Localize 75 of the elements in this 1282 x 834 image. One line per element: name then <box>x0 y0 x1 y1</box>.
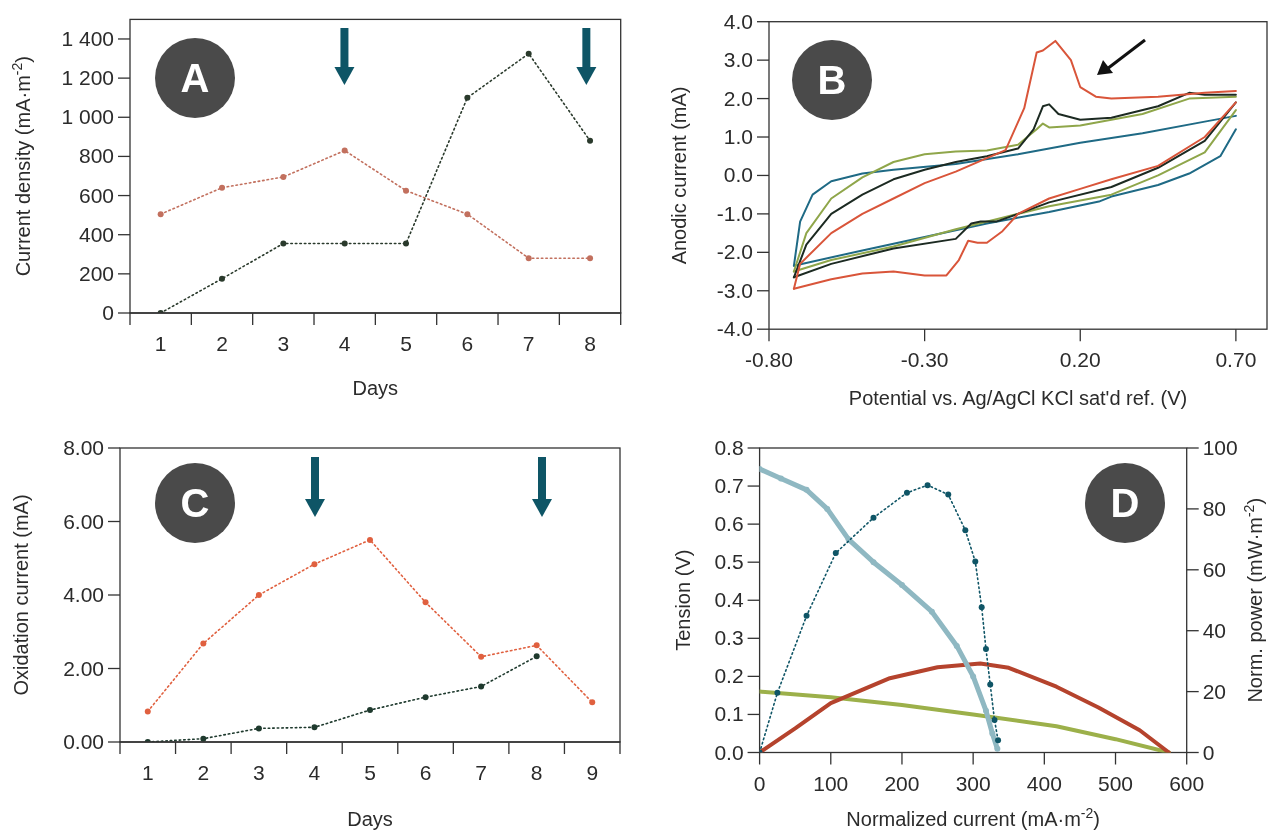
y-tick-label: 0.00 <box>63 730 104 753</box>
y-tick-label: 0.1 <box>714 702 744 726</box>
annotation: C <box>180 481 210 525</box>
y-tick-label: 6.00 <box>63 509 104 533</box>
y-tick-label: -4.0 <box>716 317 753 341</box>
y2-tick-label: 60 <box>1202 557 1227 581</box>
x-tick-label: 600 <box>1169 771 1205 795</box>
annotation: A <box>180 56 210 100</box>
y-tick-label: 0.0 <box>714 740 744 764</box>
y2-tick-label: 40 <box>1202 618 1227 642</box>
y-tick-label: 4.00 <box>63 583 104 606</box>
x-tick-label: 1 <box>154 332 167 355</box>
x-tick-label: 500 <box>1097 771 1134 795</box>
x-tick-label: 6 <box>419 761 432 784</box>
y-tick-label: 1 200 <box>61 66 114 90</box>
annotation: D <box>1110 481 1140 525</box>
x-tick-label: 6 <box>461 332 474 355</box>
x-tick-label: 5 <box>364 761 376 784</box>
x-tick-label: 2 <box>216 332 228 355</box>
y2-tick-label: 20 <box>1202 679 1227 703</box>
x-axis-title: Normalized current (mA·m$^{-2}$) <box>846 805 1100 830</box>
y2-tick-label: 80 <box>1202 496 1227 520</box>
x-tick-label: 3 <box>253 761 265 784</box>
y-tick-label: 8.00 <box>63 436 104 459</box>
y-tick-label: 0 <box>102 301 114 324</box>
y-tick-label: 3.0 <box>723 48 753 72</box>
y-tick-label: 0.8 <box>714 436 744 459</box>
y-tick-label: 600 <box>78 183 114 207</box>
y-axis-title: Oxidation current (mA) <box>10 494 32 696</box>
x-axis-title: Days <box>352 377 399 399</box>
x-tick-label: 2 <box>197 761 210 784</box>
x-tick-label: -0.30 <box>900 348 949 372</box>
x-tick-label: 100 <box>813 771 849 795</box>
y-tick-label: 200 <box>78 261 114 285</box>
x-tick-label: 1 <box>141 761 154 784</box>
x-tick-label: 200 <box>884 771 920 795</box>
y-tick-label: 2.0 <box>723 86 753 110</box>
x-tick-label: 0.70 <box>1215 348 1257 372</box>
x-tick-label: 5 <box>400 332 412 355</box>
y-tick-label: -2.0 <box>716 240 753 264</box>
x-tick-label: -0.80 <box>745 348 793 372</box>
x-tick-label: 300 <box>955 771 991 795</box>
annotation: B <box>817 58 847 102</box>
x-tick-label: 8 <box>584 332 596 355</box>
y-tick-label: -3.0 <box>716 278 753 302</box>
x-axis-title: Days <box>347 808 393 830</box>
x-tick-label: 9 <box>586 761 599 784</box>
y-tick-label: 800 <box>78 144 114 168</box>
y2-tick-label: 100 <box>1202 436 1238 459</box>
x-axis-title: Potential vs. Ag/AgCl KCl sat'd ref. (V) <box>848 387 1188 409</box>
y-tick-label: 4.0 <box>723 9 753 33</box>
y-tick-label: 0.2 <box>714 664 744 688</box>
y-tick-label: 0.3 <box>714 626 744 650</box>
y-axis-title: Anodic current (mA) <box>668 86 690 265</box>
x-tick-label: 3 <box>277 332 290 355</box>
x-tick-label: 4 <box>308 761 321 784</box>
y-tick-label: 0.4 <box>714 588 744 612</box>
y-tick-label: 0.5 <box>714 550 744 574</box>
y-tick-label: 2.00 <box>63 656 104 680</box>
y-tick-label: 1.0 <box>723 125 753 149</box>
x-tick-label: 7 <box>522 332 535 355</box>
y-tick-label: 0.7 <box>714 474 744 498</box>
x-tick-label: 8 <box>530 761 543 784</box>
x-tick-label: 4 <box>338 332 351 355</box>
x-tick-label: 7 <box>475 761 487 784</box>
y-tick-label: 0.0 <box>723 163 753 187</box>
y2-tick-label: 0 <box>1202 740 1215 764</box>
x-tick-label: 0.20 <box>1059 348 1101 372</box>
x-tick-label: 400 <box>1026 771 1062 795</box>
y-axis-title: Tension (V) <box>672 549 694 651</box>
y-tick-label: 0.6 <box>714 512 744 536</box>
y-tick-label: 1 400 <box>61 26 114 50</box>
y-tick-label: 400 <box>78 222 114 246</box>
y-tick-label: 1 000 <box>61 105 114 129</box>
y-tick-label: -1.0 <box>716 201 753 225</box>
